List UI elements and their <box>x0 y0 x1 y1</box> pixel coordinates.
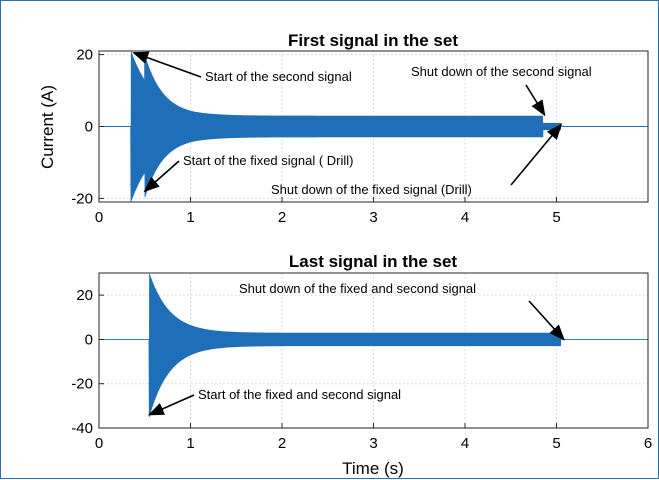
x-tick-label: 5 <box>552 435 560 452</box>
subplot-last: 0 1 2 3 4 5 6 20 0 -20 -40 Last signal in the set… <box>71 252 652 478</box>
y-tick-label: -20 <box>71 190 93 207</box>
annotation-label: Start of the fixed and second signal <box>198 387 401 402</box>
annotation-label: Start of the second signal <box>205 69 352 84</box>
signal-trace-first <box>99 51 648 202</box>
y-tick-label: 0 <box>85 331 93 348</box>
annotation-label: Start of the fixed signal ( Drill) <box>183 153 354 168</box>
annotation-label: Shut down of the fixed signal (Drill) <box>271 182 472 197</box>
x-tick-label: 6 <box>644 435 652 452</box>
x-tick-label: 0 <box>95 209 103 226</box>
y-tick-label: -40 <box>71 420 93 437</box>
x-tick-label: 3 <box>369 435 377 452</box>
annotation-arrow <box>132 51 202 78</box>
annotation-arrow <box>528 300 565 341</box>
x-tick-label: 4 <box>461 209 469 226</box>
x-ticks-last: 0 1 2 3 4 5 6 <box>95 423 652 452</box>
y-tick-label: -20 <box>71 376 93 393</box>
y-tick-label: 0 <box>85 119 93 136</box>
chart-title-last: Last signal in the set <box>289 252 457 271</box>
signal-series-line <box>99 51 648 202</box>
x-axis-label-last: Time (s) <box>342 459 404 478</box>
y-axis-label-first: Current (A) <box>38 85 57 169</box>
y-tick-label: 20 <box>76 287 93 304</box>
annotation-label: Shut down of the fixed and second signal <box>239 281 476 296</box>
x-tick-label: 2 <box>278 435 286 452</box>
annotation-arrow <box>510 123 563 186</box>
x-tick-label: 5 <box>552 209 560 226</box>
annotation-label: Shut down of the second signal <box>411 64 592 79</box>
annotation-arrow <box>525 84 546 117</box>
x-tick-label: 1 <box>186 209 194 226</box>
x-ticks-first: 0 1 2 3 4 5 <box>95 197 561 226</box>
y-ticks-last: 20 0 -20 -40 <box>71 287 104 437</box>
x-tick-label: 3 <box>369 209 377 226</box>
annotations-last: Shut down of the fixed and second signal… <box>147 281 565 416</box>
x-tick-label: 2 <box>278 209 286 226</box>
annotation-arrow <box>147 394 195 416</box>
annotations-first: Start of the second signal Shut down of t… <box>132 51 592 197</box>
chart-title-first: First signal in the set <box>288 31 458 50</box>
y-ticks-first: 20 0 -20 <box>71 47 104 207</box>
y-tick-label: 20 <box>76 47 93 64</box>
x-tick-label: 4 <box>461 435 469 452</box>
annotation-arrow <box>143 160 180 193</box>
x-tick-label: 1 <box>186 435 194 452</box>
x-tick-label: 0 <box>95 435 103 452</box>
